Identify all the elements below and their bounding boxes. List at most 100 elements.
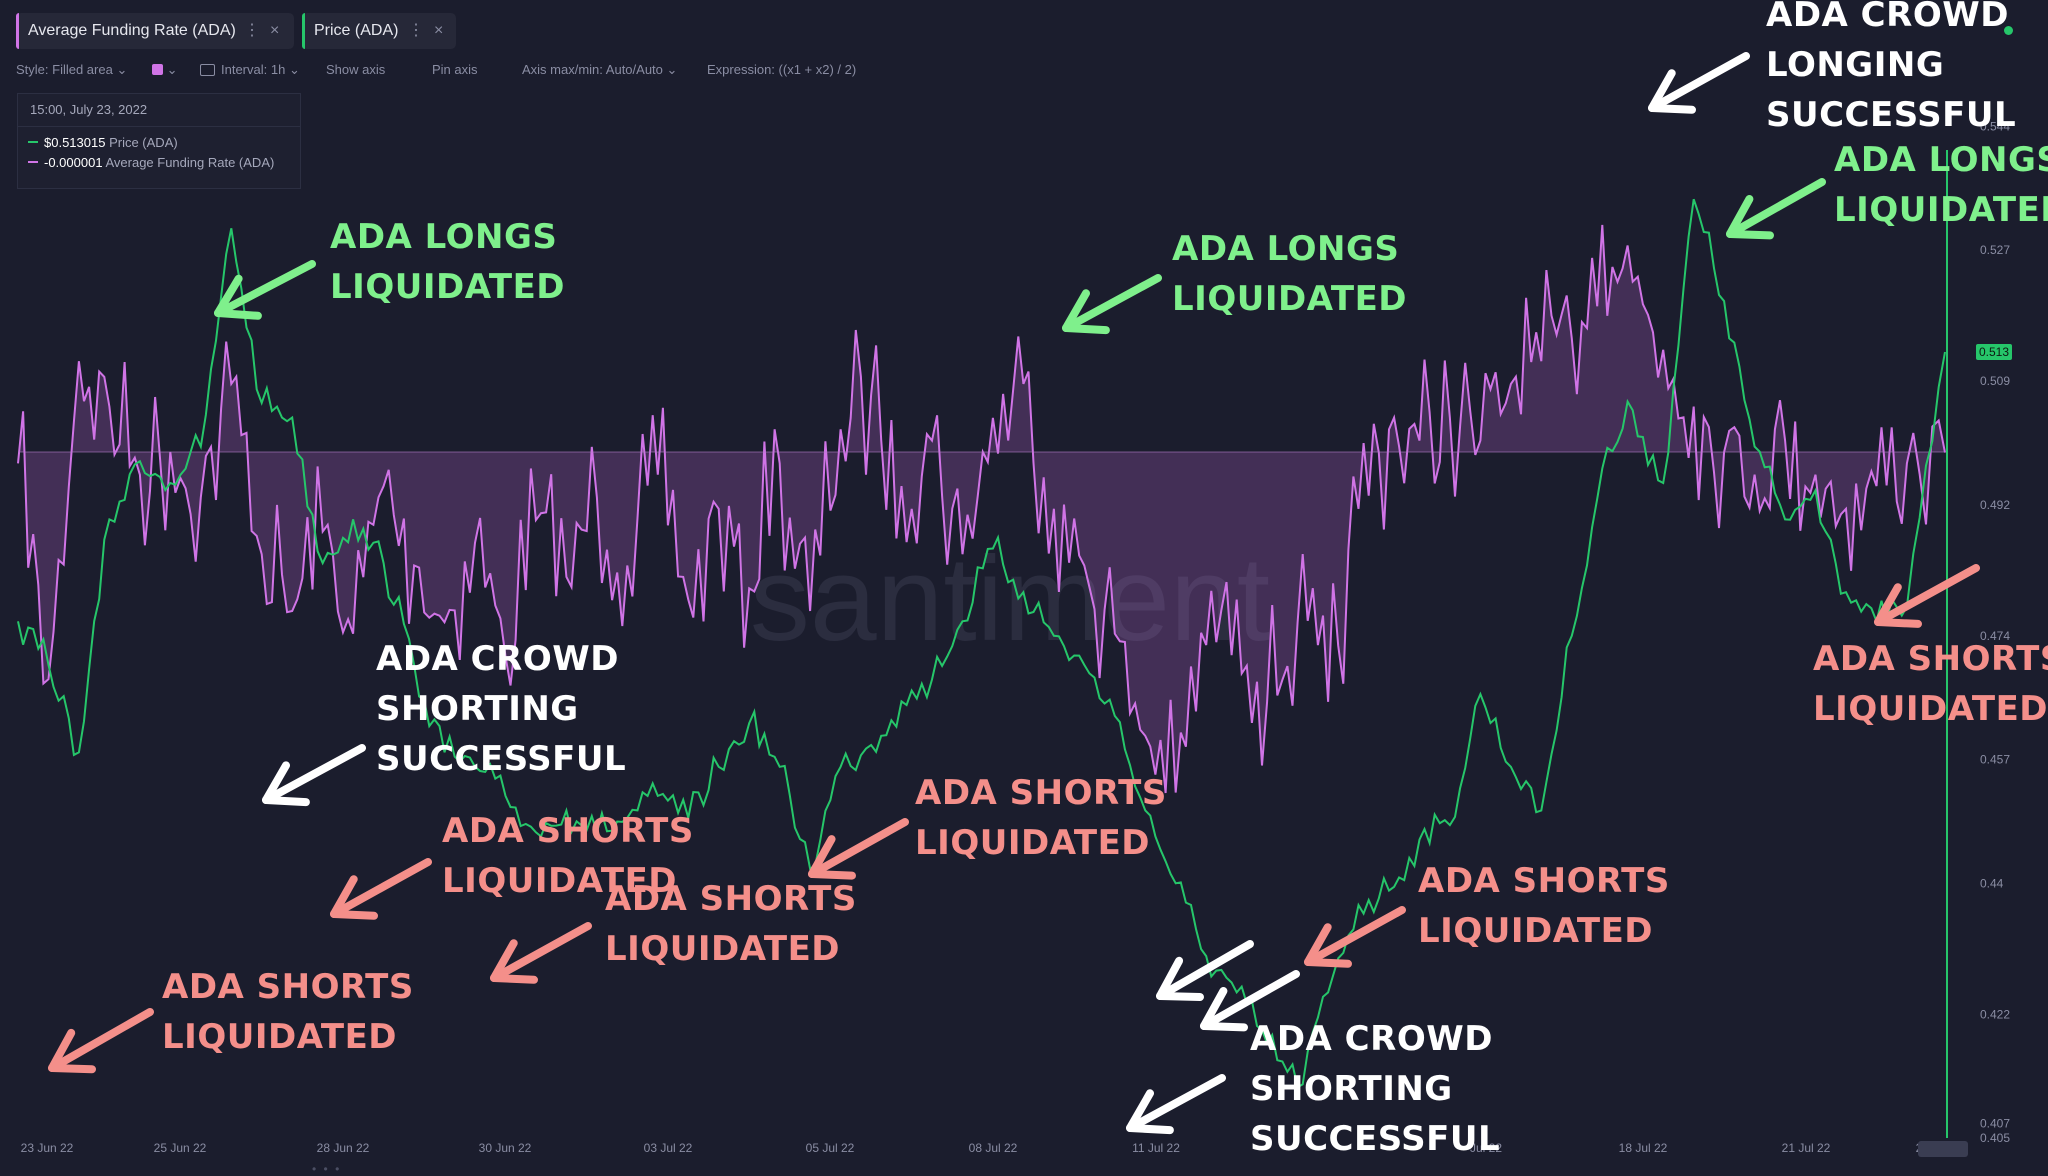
arrow-head xyxy=(262,761,310,807)
arrow-icon xyxy=(1156,940,1254,1001)
arrow-icon xyxy=(1874,564,1980,628)
annotation-crowd: ADA CROWD SHORTING SUCCESSFUL xyxy=(376,634,626,784)
x-tick-label: 21 Jul 22 xyxy=(1782,1141,1831,1155)
more-vertical-icon[interactable]: ⋮ xyxy=(244,22,260,39)
arrow-icon xyxy=(214,260,316,320)
arrow-shaft xyxy=(214,260,316,317)
annotation-line: LIQUIDATED xyxy=(442,861,678,901)
arrow-shaft xyxy=(490,922,592,982)
tooltip-date: 15:00, July 23, 2022 xyxy=(18,94,300,127)
annotation-line: LIQUIDATED xyxy=(605,929,841,969)
x-tick-label: 11 Jul 22 xyxy=(1132,1141,1180,1155)
annotation-arrows xyxy=(48,52,1980,1135)
scroll-handle[interactable]: • • • xyxy=(312,1162,342,1176)
watermark-text: santiment xyxy=(750,532,1270,666)
y-tick-label: 0.509 xyxy=(1980,374,2010,388)
x-tick-label: 05 Jul 22 xyxy=(806,1141,855,1155)
annotation-line: ADA LONGS xyxy=(1834,140,2048,180)
x-tick-label: 28 Jun 22 xyxy=(317,1141,370,1155)
style-label: Style: Filled area xyxy=(16,62,113,77)
legend-line-icon xyxy=(28,161,38,163)
x-tick-label: 30 Jun 22 xyxy=(479,1141,532,1155)
interval-select[interactable]: Interval: 1h ⌄ xyxy=(200,60,300,80)
close-icon[interactable]: × xyxy=(270,22,280,39)
y-tick-label: 0.405 xyxy=(1980,1131,2010,1145)
arrow-shaft xyxy=(262,744,366,804)
x-tick-label: 23 Jun 22 xyxy=(21,1141,74,1155)
more-vertical-icon[interactable]: ⋮ xyxy=(408,22,424,39)
show-axis-toggle[interactable]: Show axis xyxy=(326,62,386,77)
arrow-icon xyxy=(1726,178,1826,240)
x-tick-label: 25 Jun 22 xyxy=(154,1141,207,1155)
y-tick-label: 0.492 xyxy=(1980,498,2010,512)
y-tick-label: 0.407 xyxy=(1980,1116,2010,1130)
arrow-head xyxy=(330,875,378,920)
arrow-head xyxy=(1648,69,1696,114)
annotation-longs: ADA LONGS LIQUIDATED xyxy=(330,212,565,312)
annotation-line: ADA SHORTS xyxy=(442,811,694,851)
arrow-icon xyxy=(1648,52,1750,114)
arrow-shaft xyxy=(330,858,432,918)
annotation-line: ADA SHORTS xyxy=(915,773,1167,813)
x-tick-label: 03 Jul 22 xyxy=(644,1141,693,1155)
arrow-head xyxy=(1726,195,1774,240)
tooltip-series-name: Price (ADA) xyxy=(109,135,178,150)
arrow-shaft xyxy=(1874,564,1980,626)
annotation-line: ADA SHORTS xyxy=(162,967,414,1007)
annotation-line: SUCCESSFUL xyxy=(1250,1119,1501,1159)
annotation-longs: ADA LONGS LIQUIDATED xyxy=(1172,224,1407,324)
status-indicator xyxy=(2004,26,2013,35)
tooltip-series-name: Average Funding Rate (ADA) xyxy=(105,155,275,170)
annotation-line: LIQUIDATED xyxy=(1834,190,2048,230)
pin-axis-toggle[interactable]: Pin axis xyxy=(432,62,478,77)
axis-maxmin-select[interactable]: Axis max/min: Auto/Auto ⌄ xyxy=(522,60,677,80)
x-axis: 23 Jun 22 25 Jun 22 28 Jun 22 30 Jun 22 03 J… xyxy=(21,1141,1968,1157)
data-tooltip: 15:00, July 23, 2022 $0.513015 Price (AD… xyxy=(17,93,301,189)
annotation-line: ADA CROWD xyxy=(1250,1019,1493,1059)
close-icon[interactable]: × xyxy=(434,22,444,39)
tab-accent xyxy=(302,13,305,49)
interval-label: Interval: 1h xyxy=(221,62,286,77)
y-tick-label: 0.474 xyxy=(1980,629,2010,643)
calendar-icon xyxy=(200,64,215,76)
arrow-head xyxy=(1156,956,1204,1001)
y-tick-label: 0.527 xyxy=(1980,243,2010,257)
annotation-line: ADA CROWD xyxy=(1766,0,2009,35)
arrow-icon xyxy=(262,744,366,807)
tab-label: Price (ADA) xyxy=(314,22,399,39)
current-price-label: 0.513 xyxy=(1979,345,2009,359)
annotation-line: ADA LONGS xyxy=(330,217,558,257)
annotation-line: SHORTING xyxy=(1250,1069,1453,1109)
tab-average-funding-rate[interactable]: Average Funding Rate (ADA) ⋮ × xyxy=(16,13,294,49)
arrow-head xyxy=(1200,987,1248,1032)
annotation-line: LIQUIDATED xyxy=(162,1017,398,1057)
tab-accent xyxy=(16,13,19,49)
tooltip-value: -0.000001 xyxy=(44,155,103,170)
annotation-line: ADA SHORTS xyxy=(1418,861,1670,901)
color-picker[interactable]: ⌄ xyxy=(152,60,178,80)
arrow-shaft xyxy=(1304,906,1406,966)
y-tick-label: 0.44 xyxy=(1980,876,2004,890)
chart-toolbar: Style: Filled area ⌄ ⌄ Interval: 1h ⌄ Sh… xyxy=(16,60,1976,80)
y-tick-label: 0.544 xyxy=(1980,119,2010,133)
arrow-icon xyxy=(808,818,909,880)
arrow-head xyxy=(1304,923,1352,968)
tab-price[interactable]: Price (ADA) ⋮ × xyxy=(302,13,456,49)
style-select[interactable]: Style: Filled area ⌄ xyxy=(16,60,127,80)
annotation-line: LIQUIDATED xyxy=(1813,689,2048,729)
tooltip-row-funding: -0.000001 Average Funding Rate (ADA) xyxy=(18,153,300,173)
x-tick-label: Jul 22 xyxy=(1470,1141,1502,1155)
chevron-down-icon: ⌄ xyxy=(116,62,128,77)
expression-field[interactable]: Expression: ((x1 + x2) / 2) xyxy=(707,62,857,77)
arrow-shaft xyxy=(1126,1074,1226,1132)
current-date-pill xyxy=(1918,1141,1968,1157)
arrow-icon xyxy=(490,922,592,984)
arrow-head xyxy=(48,1028,96,1074)
annotation-line: ADA SHORTS xyxy=(1813,639,2048,679)
annotation-line: ADA SHORTS xyxy=(605,879,857,919)
legend-line-icon xyxy=(28,141,38,143)
funding-rate-line xyxy=(17,224,1946,794)
axis-maxmin-label: Axis max/min: Auto/Auto xyxy=(522,62,663,77)
